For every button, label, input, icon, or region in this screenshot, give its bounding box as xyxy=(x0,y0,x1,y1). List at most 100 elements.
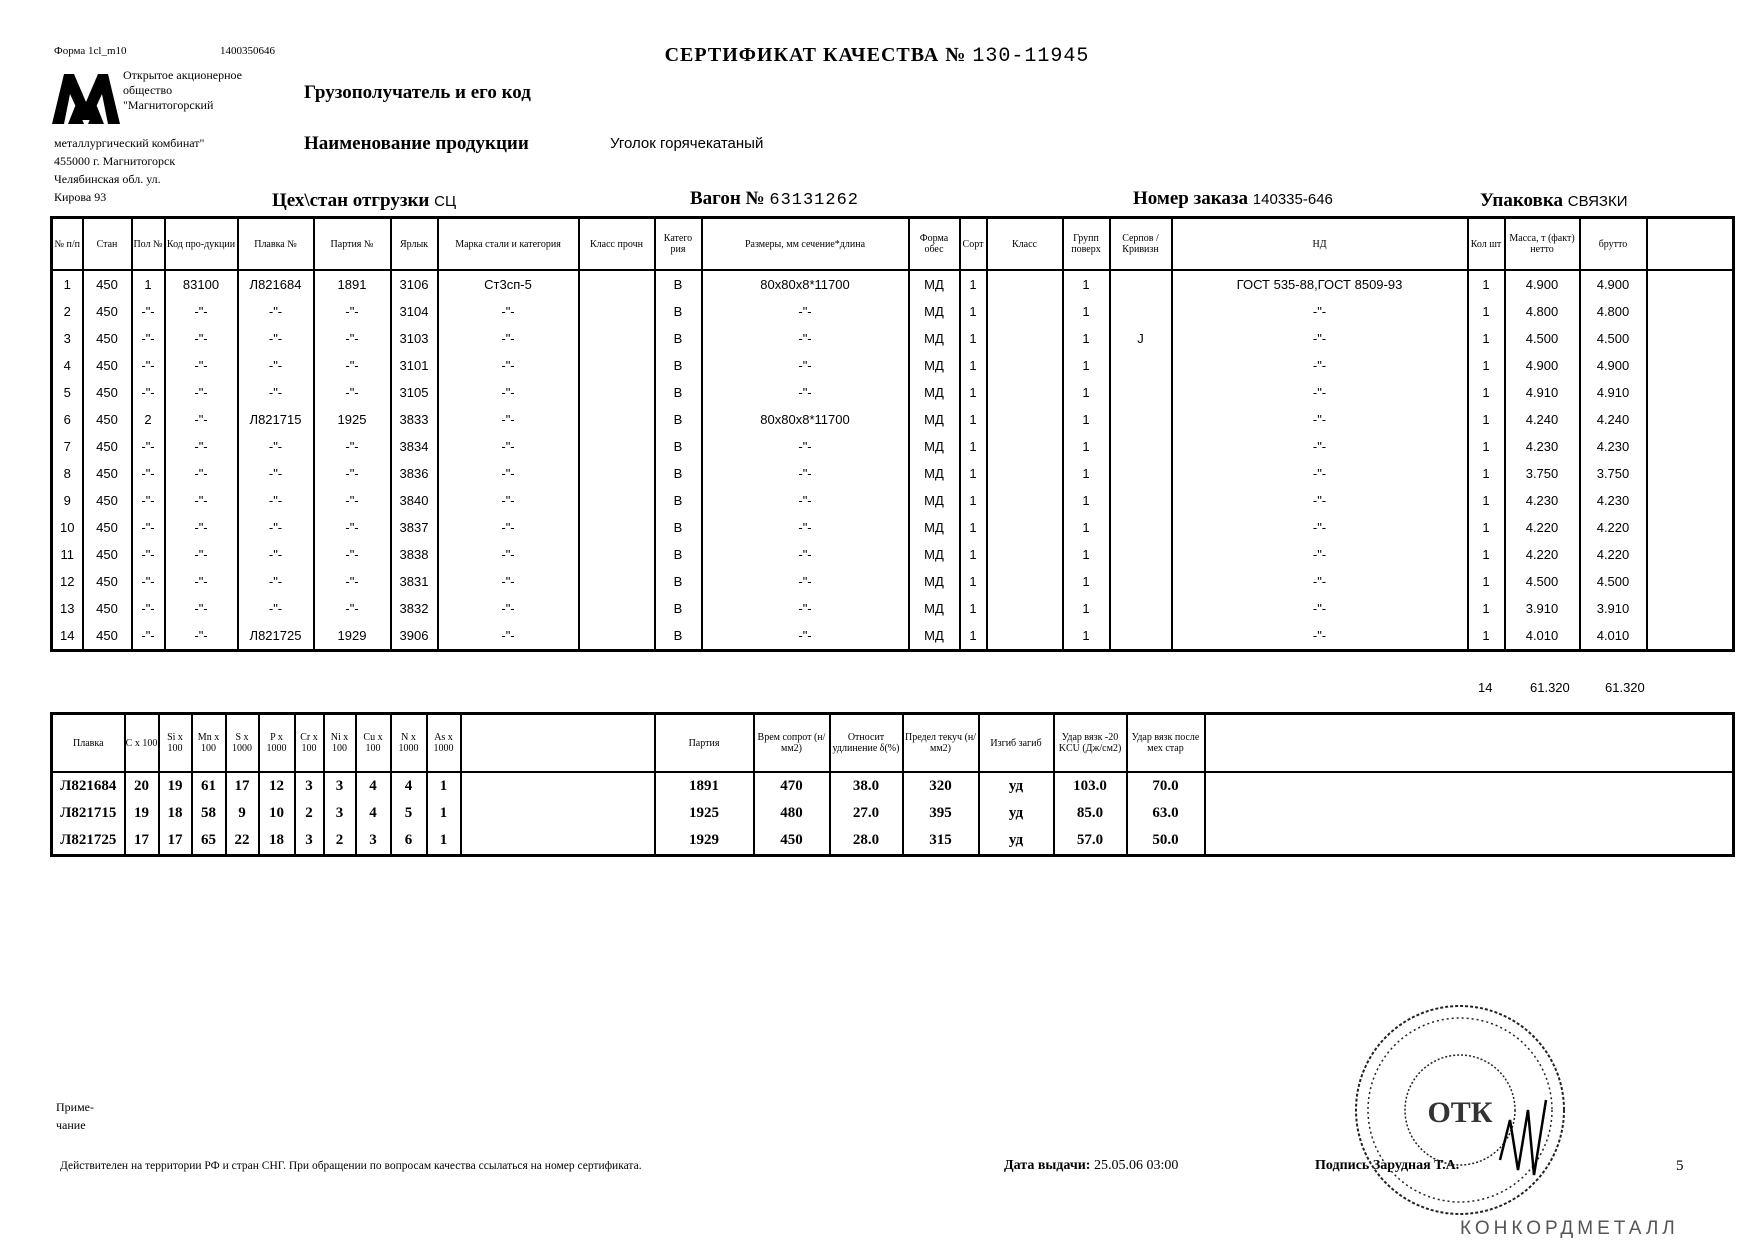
table-cell: 1 xyxy=(1061,460,1111,487)
table-cell: -"- xyxy=(700,595,910,622)
table-cell: Л821715 xyxy=(236,406,315,433)
certificate-title-label: СЕРТИФИКАТ КАЧЕСТВА № xyxy=(664,44,967,66)
table-cell: -"- xyxy=(436,460,580,487)
table-cell: 80х80х8*11700 xyxy=(700,270,910,298)
table-cell xyxy=(1645,433,1735,460)
column-header: As x 1000 xyxy=(425,712,462,773)
table-cell: МД xyxy=(907,622,961,651)
table-cell: В xyxy=(653,487,703,514)
table-cell xyxy=(1108,270,1173,298)
column-header: N x 1000 xyxy=(389,712,428,773)
table-cell: 1 xyxy=(1061,487,1111,514)
table-cell: 3833 xyxy=(389,406,439,433)
table-cell xyxy=(1108,595,1173,622)
column-header: Размеры, мм сечение*длина xyxy=(700,216,910,271)
company-line: Челябинская обл. ул. xyxy=(54,172,161,186)
column-header: Кол шт xyxy=(1466,216,1506,271)
table-cell: 1 xyxy=(958,568,988,595)
table-cell: 3832 xyxy=(389,595,439,622)
table-cell: 1891 xyxy=(653,772,755,800)
table-cell xyxy=(1203,800,1735,827)
table-cell: 1925 xyxy=(653,800,755,827)
table-cell: МД xyxy=(907,541,961,568)
table-cell: 8 xyxy=(50,460,84,487)
table-cell: -"- xyxy=(312,541,392,568)
table-cell: 1 xyxy=(1061,622,1111,651)
table-cell: В xyxy=(653,541,703,568)
column-header: Cr x 100 xyxy=(293,712,325,773)
table-cell xyxy=(1645,460,1735,487)
table-cell xyxy=(985,379,1064,406)
table-cell: -"- xyxy=(163,622,239,651)
table-cell xyxy=(577,352,656,379)
column-header: Пол № xyxy=(130,216,166,271)
table-cell: 19 xyxy=(123,800,160,827)
table-cell: В xyxy=(653,568,703,595)
table-cell: 1 xyxy=(50,270,84,298)
table-cell: 3834 xyxy=(389,433,439,460)
table-cell: 18 xyxy=(257,827,296,856)
table-cell: 17 xyxy=(224,772,260,800)
table-cell: 3 xyxy=(50,325,84,352)
table-cell: 19 xyxy=(157,772,193,800)
table-cell: В xyxy=(653,325,703,352)
table-cell: В xyxy=(653,514,703,541)
table-cell: -"- xyxy=(236,595,315,622)
table-cell: 4.220 xyxy=(1578,541,1648,568)
wagon-field: Вагон № 63131262 xyxy=(690,188,859,210)
table-cell: Л821725 xyxy=(236,622,315,651)
table-cell: -"- xyxy=(436,433,580,460)
table-cell xyxy=(577,622,656,651)
otk-stamp: ОТК xyxy=(1355,1005,1565,1215)
table-cell: 3906 xyxy=(389,622,439,651)
table-cell: -"- xyxy=(236,352,315,379)
certificate-number: 130-11945 xyxy=(972,45,1090,68)
table-cell: -"- xyxy=(700,298,910,325)
packing-field: Упаковка СВЯЗКИ xyxy=(1480,190,1628,212)
table-cell: 103.0 xyxy=(1052,772,1128,800)
table-cell xyxy=(1108,433,1173,460)
table-cell: 1 xyxy=(958,541,988,568)
table-cell xyxy=(1645,568,1735,595)
table-cell: МД xyxy=(907,379,961,406)
table-cell: -"- xyxy=(163,514,239,541)
table-cell: 1 xyxy=(958,379,988,406)
table-cell: 27.0 xyxy=(828,800,904,827)
total-count: 14 xyxy=(1478,680,1493,695)
table-cell: -"- xyxy=(236,541,315,568)
table-cell: В xyxy=(653,622,703,651)
column-header: НД xyxy=(1170,216,1469,271)
table-cell: 3104 xyxy=(389,298,439,325)
table-cell: 4.900 xyxy=(1503,352,1581,379)
table-cell: 50.0 xyxy=(1125,827,1206,856)
table-cell: -"- xyxy=(163,541,239,568)
table-cell: -"- xyxy=(130,622,166,651)
table-cell: 4.500 xyxy=(1503,568,1581,595)
table-cell: -"- xyxy=(1170,622,1469,651)
table-cell: -"- xyxy=(700,352,910,379)
table-cell: 450 xyxy=(81,568,133,595)
table-cell: 5 xyxy=(389,800,428,827)
table-cell: 450 xyxy=(81,541,133,568)
column-header: Ni x 100 xyxy=(322,712,357,773)
table-cell: 5 xyxy=(50,379,84,406)
table-cell: -"- xyxy=(1170,514,1469,541)
table-cell: -"- xyxy=(436,325,580,352)
table-cell: 4.800 xyxy=(1503,298,1581,325)
table-cell: 4.230 xyxy=(1578,433,1648,460)
column-header: Серпов /Кривизн xyxy=(1108,216,1173,271)
table-cell: 4.230 xyxy=(1503,487,1581,514)
table-cell: -"- xyxy=(700,325,910,352)
table-cell: -"- xyxy=(130,568,166,595)
table-cell: -"- xyxy=(700,487,910,514)
table-cell xyxy=(577,406,656,433)
column-header: Плавка xyxy=(50,712,126,773)
table-row: 4 450 -"- -"- -"- -"- 3101 -"- В -"- МД 1 1 -"- 1 4.900… xyxy=(50,352,1735,379)
table-cell: 4.010 xyxy=(1503,622,1581,651)
table-cell xyxy=(985,406,1064,433)
column-header: Катего рия xyxy=(653,216,703,271)
table-cell: 63.0 xyxy=(1125,800,1206,827)
table-cell: 12 xyxy=(50,568,84,595)
table-cell: Ст3сп-5 xyxy=(436,270,580,298)
table-cell: 1 xyxy=(958,595,988,622)
